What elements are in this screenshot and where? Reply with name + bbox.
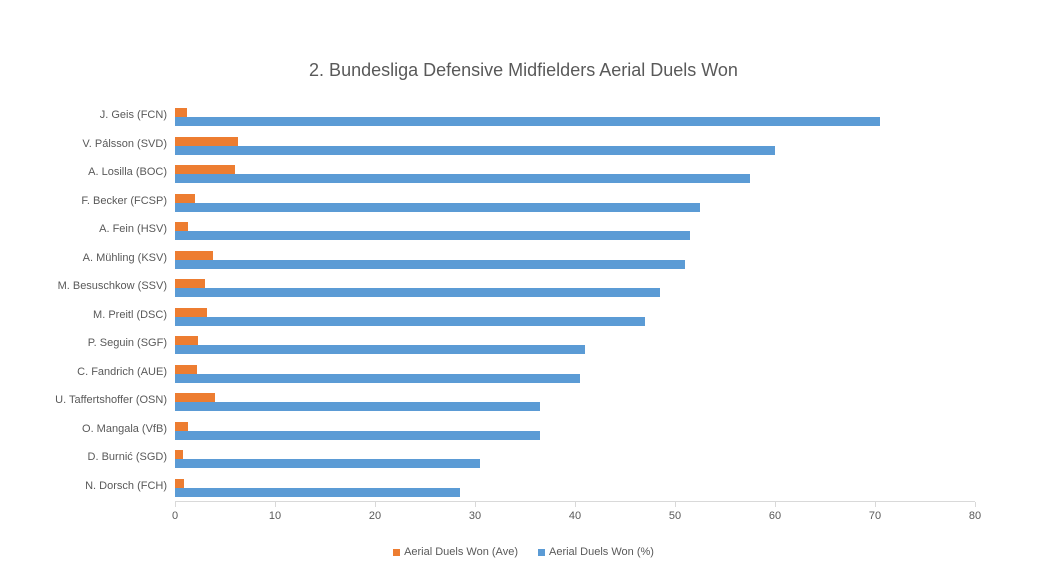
bar-ave [175,450,183,459]
y-axis-label: C. Fandrich (AUE) [5,366,167,378]
bar-ave [175,194,195,203]
bar-ave [175,422,188,431]
bar-ave [175,165,235,174]
x-tick-label: 40 [555,510,595,522]
y-axis-label: N. Dorsch (FCH) [5,480,167,492]
bar-ave [175,393,215,402]
y-axis-label: O. Mangala (VfB) [5,423,167,435]
x-tick [375,502,376,507]
x-tick [275,502,276,507]
y-axis-label: M. Besuschkow (SSV) [5,280,167,292]
x-tick-label: 10 [255,510,295,522]
y-axis-label: M. Preitl (DSC) [5,309,167,321]
x-tick-label: 20 [355,510,395,522]
bar-pct [175,431,540,440]
x-tick [775,502,776,507]
x-tick-label: 30 [455,510,495,522]
y-axis-label: U. Taffertshoffer (OSN) [5,394,167,406]
y-axis-label: A. Losilla (BOC) [5,166,167,178]
bar-pct [175,174,750,183]
bar-pct [175,345,585,354]
plot-area: 01020304050607080J. Geis (FCN)V. Pálsson… [175,102,975,502]
bar-ave [175,279,205,288]
bar-ave [175,479,184,488]
bar-ave [175,308,207,317]
legend-label: Aerial Duels Won (Ave) [404,546,518,558]
bar-pct [175,488,460,497]
legend-swatch [538,549,545,556]
bar-pct [175,317,645,326]
legend-swatch [393,549,400,556]
y-axis-label: A. Mühling (KSV) [5,252,167,264]
bar-pct [175,231,690,240]
y-axis-label: A. Fein (HSV) [5,223,167,235]
x-tick-label: 60 [755,510,795,522]
y-axis-label: F. Becker (FCSP) [5,195,167,207]
x-tick [475,502,476,507]
bar-ave [175,108,187,117]
bar-ave [175,251,213,260]
x-tick [575,502,576,507]
y-axis-label: P. Seguin (SGF) [5,337,167,349]
chart-container: 2. Bundesliga Defensive Midfielders Aeri… [0,0,1047,588]
bar-pct [175,288,660,297]
bar-pct [175,402,540,411]
bar-ave [175,222,188,231]
x-tick [675,502,676,507]
y-axis-label: V. Pálsson (SVD) [5,138,167,150]
bar-ave [175,137,238,146]
legend: Aerial Duels Won (Ave) Aerial Duels Won (… [0,546,1047,558]
bar-pct [175,203,700,212]
x-tick [975,502,976,507]
y-axis-label: J. Geis (FCN) [5,109,167,121]
x-tick-label: 80 [955,510,995,522]
bar-ave [175,336,198,345]
legend-item: Aerial Duels Won (Ave) [393,546,518,558]
y-axis-label: D. Burnić (SGD) [5,451,167,463]
x-tick-label: 70 [855,510,895,522]
bar-ave [175,365,197,374]
bar-pct [175,260,685,269]
legend-item: Aerial Duels Won (%) [538,546,654,558]
bar-pct [175,374,580,383]
bar-pct [175,459,480,468]
legend-label: Aerial Duels Won (%) [549,546,654,558]
x-tick [175,502,176,507]
bar-pct [175,117,880,126]
x-tick-label: 50 [655,510,695,522]
x-tick-label: 0 [155,510,195,522]
x-tick [875,502,876,507]
chart-title: 2. Bundesliga Defensive Midfielders Aeri… [0,60,1047,81]
bar-pct [175,146,775,155]
